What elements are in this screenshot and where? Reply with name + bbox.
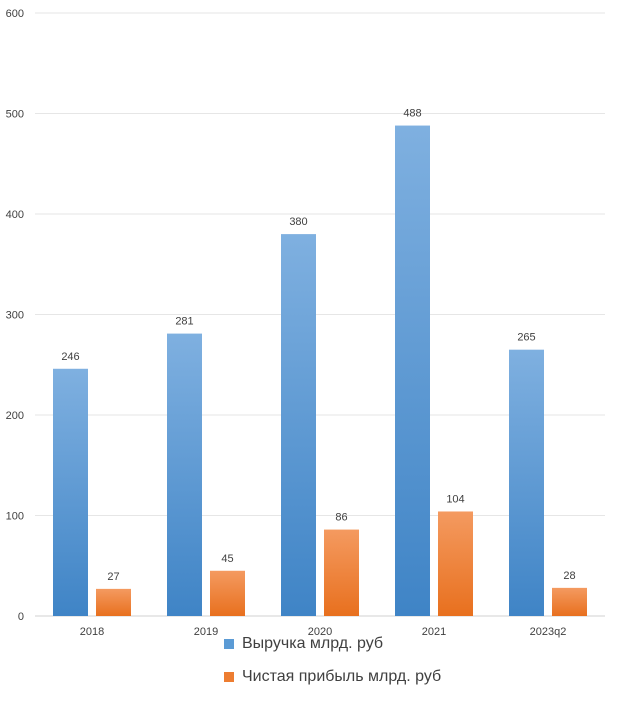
gridlines	[35, 12, 605, 617]
data-label-revenue-2023q2: 265	[517, 332, 535, 344]
bar-revenue-2023q2	[509, 349, 544, 616]
legend-item-net-profit: Чистая прибыль млрд. руб	[224, 668, 624, 686]
data-label-net-profit-2023q2: 28	[563, 570, 575, 582]
legend-label-revenue: Выручка млрд. руб	[242, 635, 384, 652]
bar-net-profit-2019	[210, 570, 245, 616]
data-label-revenue-2020: 380	[289, 216, 307, 228]
bar-revenue-2021	[395, 125, 430, 616]
data-labels: 246 27 281 45 380 86 488 104 265 28	[61, 108, 575, 583]
bar-net-profit-2021	[438, 511, 473, 616]
bars	[53, 125, 587, 616]
x-tick-label-2018: 2018	[80, 626, 104, 638]
legend-item-revenue: Выручка млрд. руб	[224, 635, 624, 653]
x-axis-tick-labels: 2018 2019 2020 2021 2023q2	[80, 626, 567, 638]
bar-revenue-2019	[167, 333, 202, 616]
data-label-net-profit-2018: 27	[107, 571, 119, 583]
y-tick-label-200: 200	[6, 410, 24, 422]
bar-net-profit-2018	[96, 588, 131, 616]
data-label-net-profit-2020: 86	[335, 512, 347, 524]
data-label-revenue-2021: 488	[403, 108, 421, 120]
y-axis-tick-labels: 0 100 200 300 400 500 600	[6, 8, 24, 623]
bar-net-profit-2023q2	[552, 587, 587, 616]
legend-label-net-profit: Чистая прибыль млрд. руб	[242, 668, 442, 685]
data-label-revenue-2018: 246	[61, 351, 79, 363]
bar-net-profit-2020	[324, 529, 359, 616]
bar-revenue-2020	[281, 234, 316, 616]
y-tick-label-600: 600	[6, 8, 24, 20]
y-tick-label-500: 500	[6, 109, 24, 121]
data-label-net-profit-2021: 104	[446, 493, 464, 505]
y-tick-label-0: 0	[18, 611, 24, 623]
y-tick-label-300: 300	[6, 310, 24, 322]
x-tick-label-2020: 2020	[308, 626, 332, 638]
legend-swatch-net-profit	[224, 672, 234, 682]
y-tick-label-400: 400	[6, 209, 24, 221]
x-tick-label-2023q2: 2023q2	[530, 626, 567, 638]
x-tick-label-2019: 2019	[194, 626, 218, 638]
data-label-revenue-2019: 281	[175, 316, 193, 328]
bar-revenue-2018	[53, 368, 88, 616]
y-tick-label-100: 100	[6, 511, 24, 523]
legend-swatch-revenue	[224, 639, 234, 649]
x-tick-label-2021: 2021	[422, 626, 446, 638]
data-label-net-profit-2019: 45	[221, 553, 233, 565]
